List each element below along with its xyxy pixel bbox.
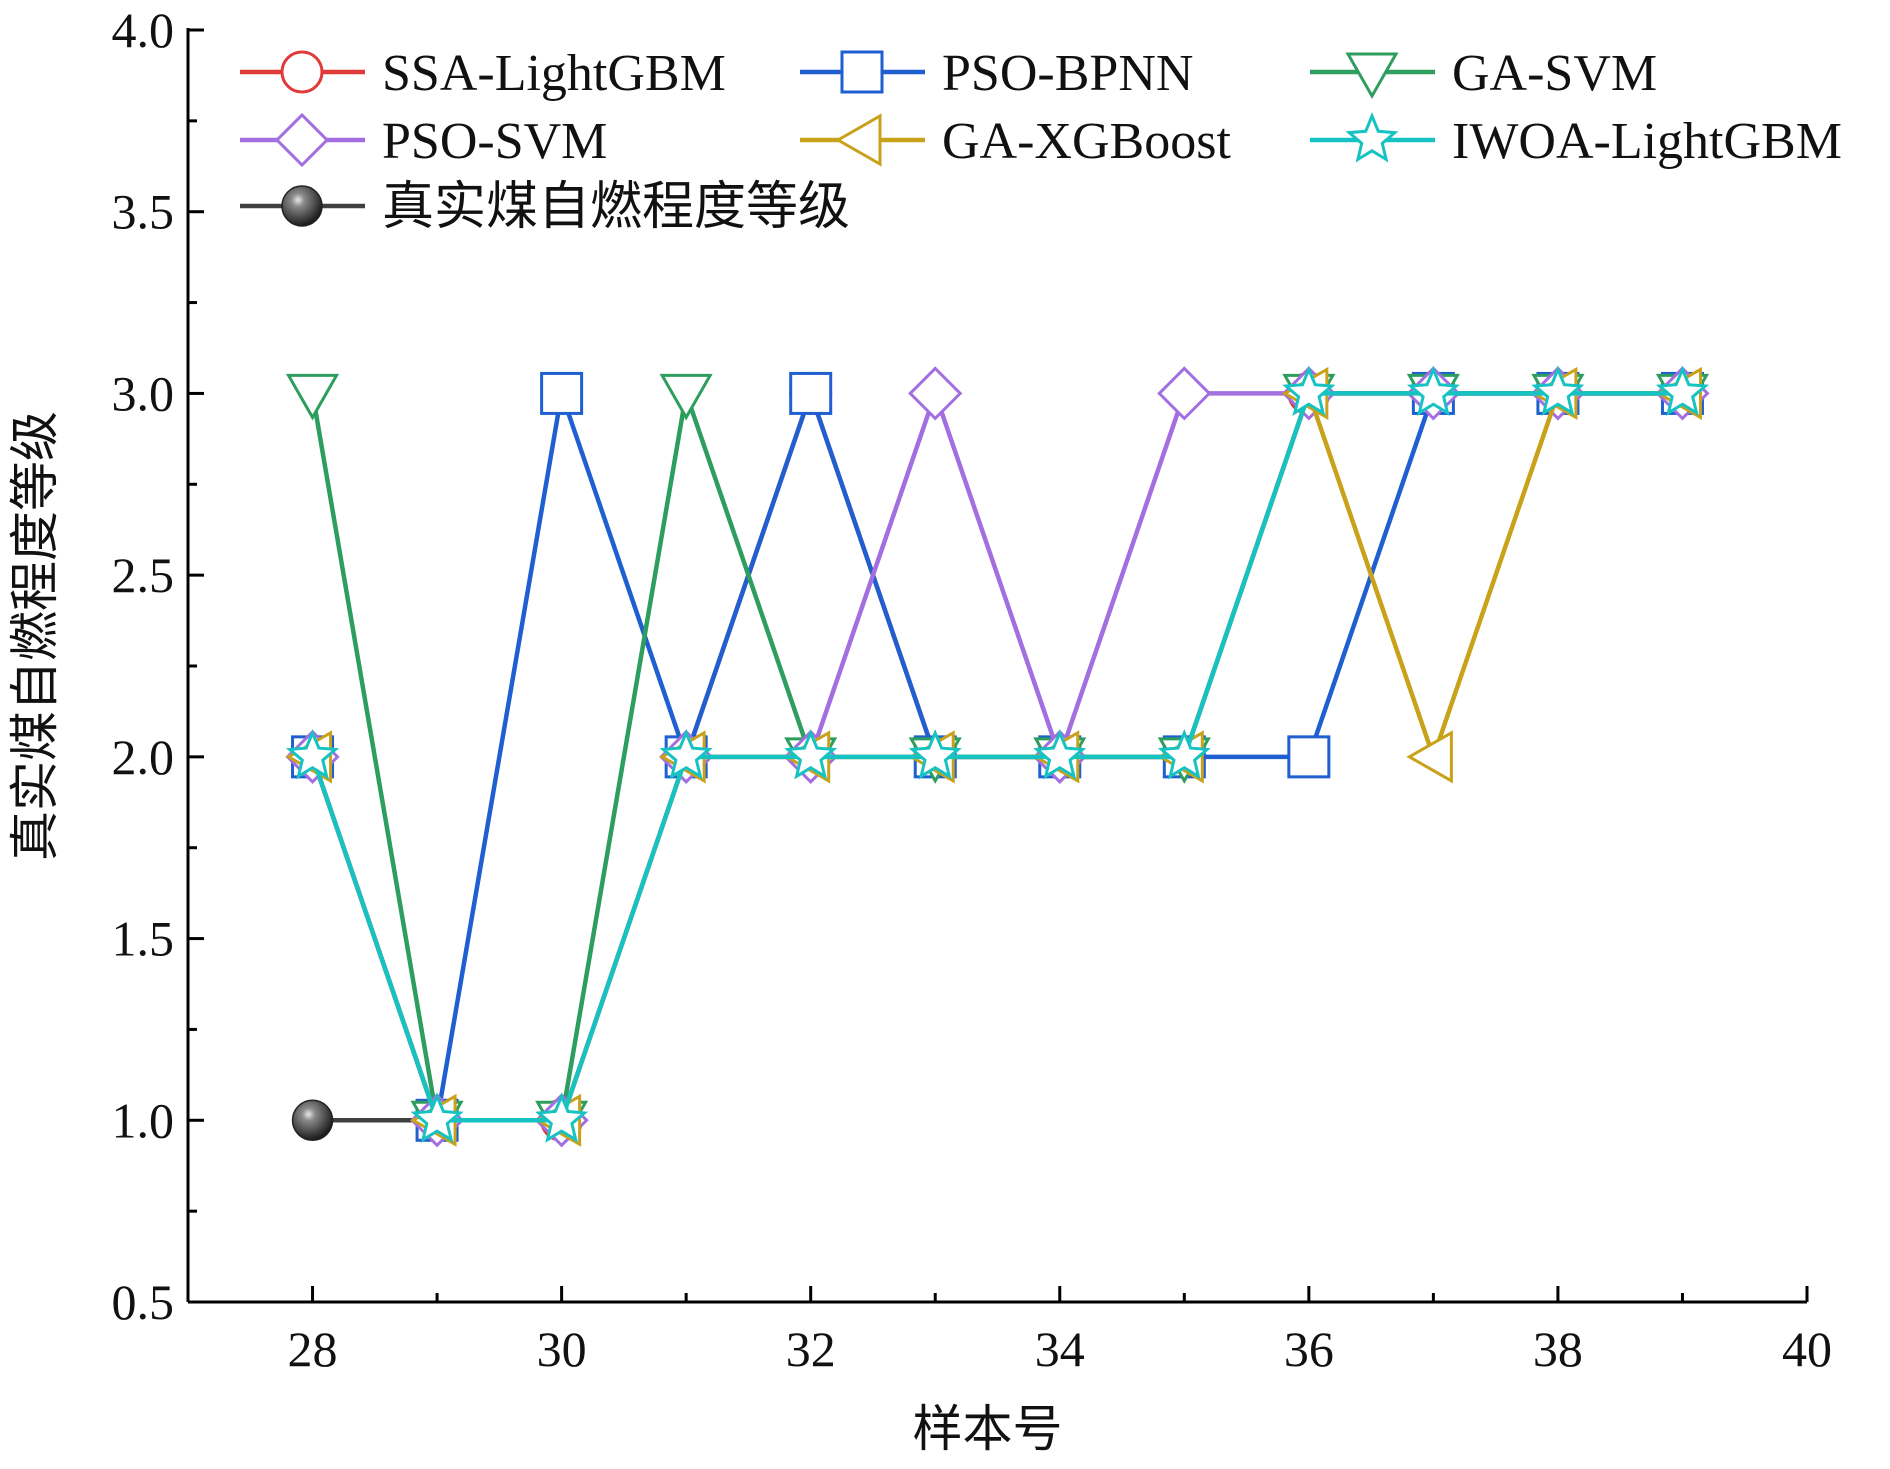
data-point (285, 729, 340, 780)
data-point (789, 371, 833, 415)
data-point (410, 1092, 464, 1143)
x-tick-label: 38 (1533, 1321, 1583, 1377)
y-tick-label: 3.5 (112, 184, 175, 240)
data-point (908, 366, 963, 421)
x-tick-label: 30 (537, 1321, 587, 1377)
legend-item: SSA-LightGBM (240, 45, 726, 102)
data-point (285, 373, 340, 421)
legend-item: PSO-BPNN (800, 45, 1193, 102)
legend-marker (281, 185, 323, 227)
axes: 0.5 1.0 1.5 2.0 2.5 3.0 3.5 4.0 28 30 32 34 36 38 40 (112, 2, 1833, 1377)
y-tick-label: 1.0 (112, 1092, 175, 1148)
y-axis-title: 真实煤自燃程度等级 (6, 411, 64, 861)
data-point (1282, 365, 1336, 416)
series-layer (285, 365, 1710, 1148)
y-tick-label: 2.0 (112, 729, 175, 785)
legend-item: IWOA-LightGBM (1310, 112, 1842, 170)
legend-marker (274, 112, 330, 168)
series-3 (285, 373, 1710, 1148)
data-point (784, 729, 838, 780)
data-point (1157, 729, 1211, 780)
legend-label: GA-SVM (1452, 45, 1657, 102)
legend-marker (834, 113, 882, 167)
y-tick-label: 3.0 (112, 365, 175, 421)
legend-item: GA-SVM (1310, 45, 1657, 102)
x-tick-label: 32 (786, 1321, 836, 1377)
legend-label: IWOA-LightGBM (1452, 113, 1842, 170)
legend-marker (1345, 112, 1399, 163)
data-point (1531, 365, 1585, 416)
data-point (908, 729, 962, 780)
legend-item: GA-XGBoost (800, 113, 1231, 170)
y-tick-label: 0.5 (112, 1274, 175, 1330)
x-tick-label: 34 (1035, 1321, 1085, 1377)
legend-marker (280, 50, 324, 94)
legend-label: SSA-LightGBM (382, 45, 726, 102)
legend-label: GA-XGBoost (942, 113, 1231, 170)
y-tick-label: 1.5 (112, 911, 175, 967)
legend-item: PSO-SVM (240, 112, 607, 170)
legend-label: PSO-BPNN (942, 45, 1193, 102)
x-tick-label: 40 (1782, 1321, 1832, 1377)
x-axis-title: 样本号 (913, 1400, 1063, 1458)
data-point (540, 371, 584, 415)
legend-item: 真实煤自燃程度等级 (240, 179, 850, 236)
data-point (291, 1099, 334, 1142)
data-point (659, 729, 713, 780)
x-tick-label: 36 (1284, 1321, 1334, 1377)
series-line (310, 391, 1683, 1123)
legend: SSA-LightGBM PSO-BPNN GA-SVM PSO-SVM GA-XGBo… (240, 45, 1842, 236)
data-point (1406, 730, 1453, 784)
series-6 (285, 365, 1710, 1143)
legend-label: 真实煤自燃程度等级 (382, 179, 850, 236)
y-tick-label: 2.5 (112, 547, 175, 603)
data-point (1033, 729, 1087, 780)
data-point (659, 373, 713, 421)
legend-marker (840, 50, 884, 94)
data-point (1287, 735, 1331, 779)
data-point (535, 1092, 589, 1143)
legend-marker (1345, 52, 1399, 100)
data-point (1655, 365, 1710, 416)
data-point (1157, 366, 1212, 421)
data-point (1406, 365, 1460, 416)
x-tick-label: 28 (288, 1321, 338, 1377)
legend-label: PSO-SVM (382, 113, 607, 170)
y-tick-label: 4.0 (112, 2, 175, 58)
